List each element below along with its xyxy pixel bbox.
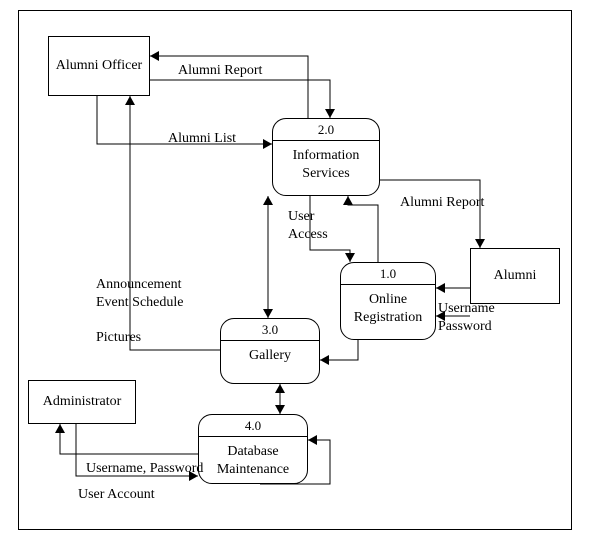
label-alumni-list: Alumni List — [168, 130, 236, 148]
process-1: 1.0 Online Registration — [340, 262, 436, 340]
process-2: 2.0 Information Services — [272, 118, 380, 196]
label-user-account: User Account — [78, 486, 155, 504]
process-number: 4.0 — [199, 415, 307, 437]
entity-label: Alumni Officer — [56, 58, 142, 75]
label-username-password-bottom: Username, Password — [86, 460, 203, 478]
entity-label: Administrator — [43, 394, 122, 411]
process-name: Gallery — [221, 341, 319, 371]
label-alumni-report-top: Alumni Report — [178, 62, 262, 80]
entity-label: Alumni — [494, 268, 537, 285]
entity-alumni: Alumni — [470, 248, 560, 304]
process-name: Database Maintenance — [199, 437, 307, 484]
process-number: 1.0 — [341, 263, 435, 285]
process-number: 2.0 — [273, 119, 379, 141]
label-user-access: User Access — [288, 208, 328, 243]
process-4: 4.0 Database Maintenance — [198, 414, 308, 484]
entity-administrator: Administrator — [28, 380, 136, 424]
process-name: Information Services — [273, 141, 379, 188]
label-announcement-event-pictures: Announcement Event Schedule Pictures — [96, 276, 183, 346]
entity-alumni-officer: Alumni Officer — [48, 36, 150, 96]
process-number: 3.0 — [221, 319, 319, 341]
label-username-password-right: Username Password — [438, 300, 495, 335]
label-alumni-report-right: Alumni Report — [400, 194, 484, 212]
process-3: 3.0 Gallery — [220, 318, 320, 384]
process-name: Online Registration — [341, 285, 435, 332]
diagram-canvas: Alumni Officer Administrator Alumni 1.0 … — [0, 0, 589, 542]
